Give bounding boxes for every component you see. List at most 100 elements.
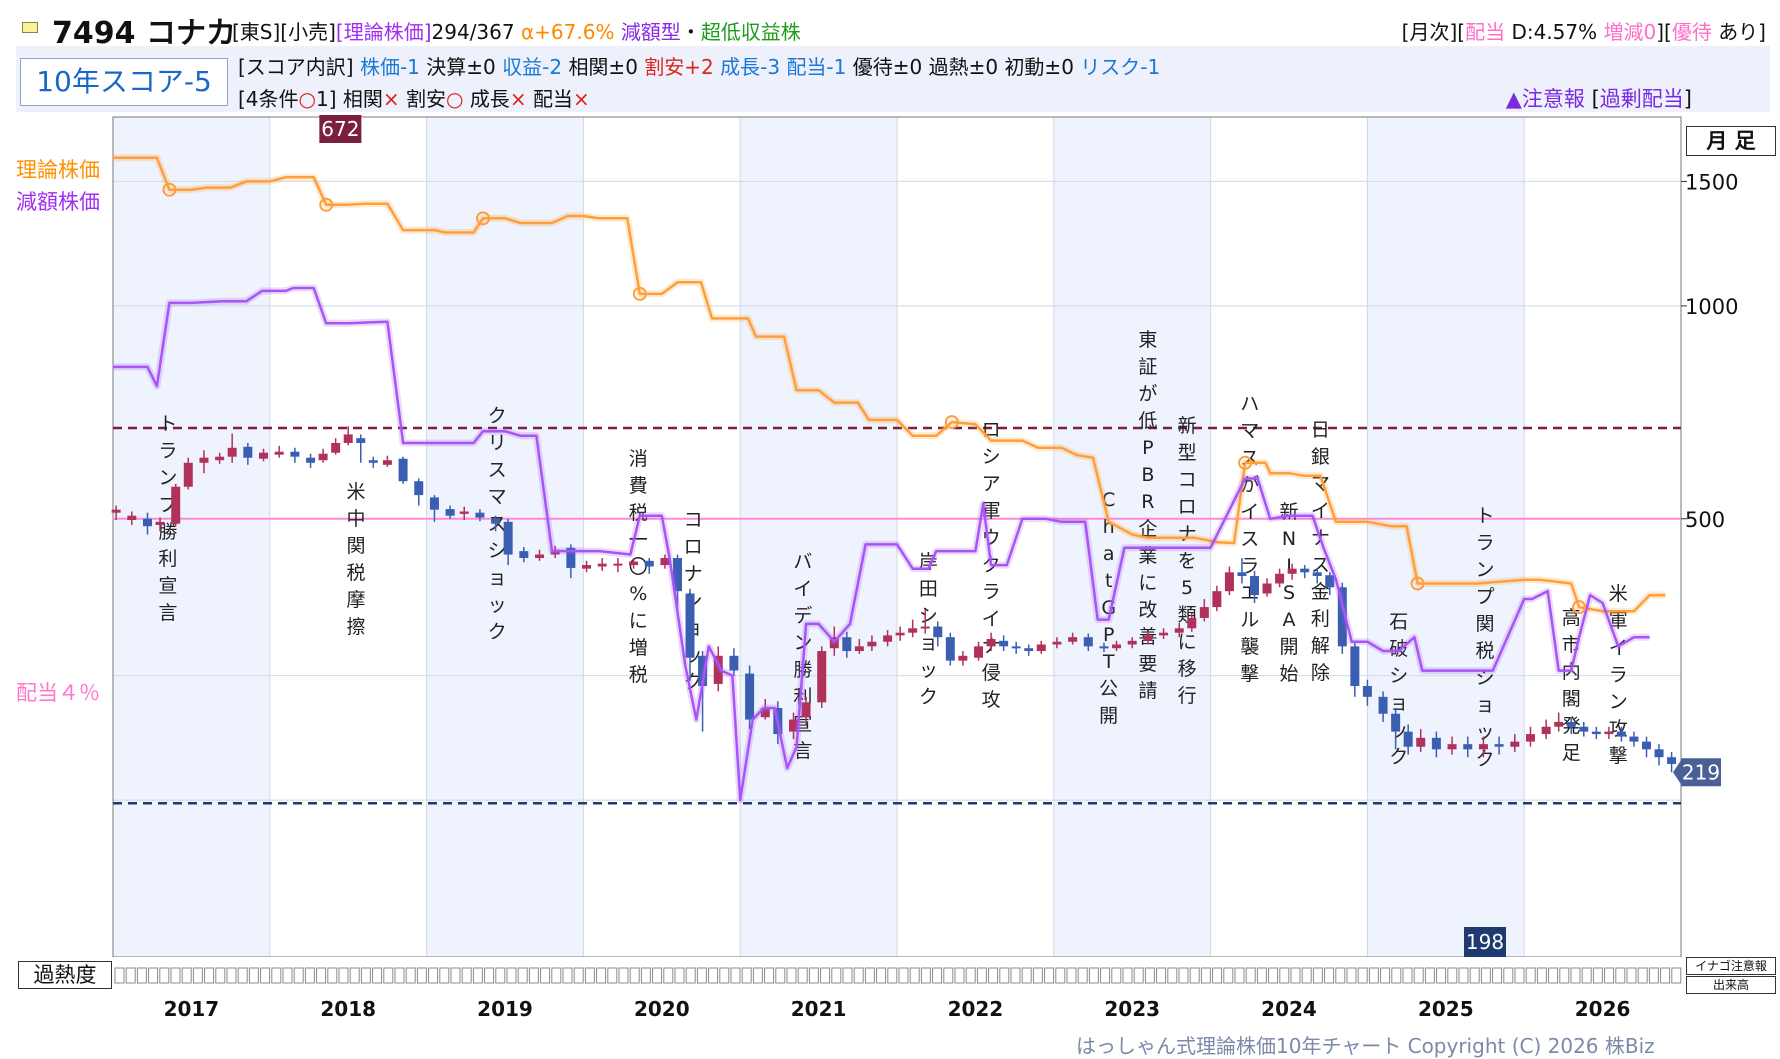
candle-up	[1416, 737, 1426, 747]
overheat-cell	[831, 967, 842, 984]
overheat-cell	[1660, 967, 1671, 984]
overheat-cell	[1335, 967, 1346, 984]
candle-up	[1159, 632, 1169, 636]
overheat-cell	[1245, 967, 1256, 984]
candle-down	[1350, 646, 1360, 687]
reduced-legend: 減額株価	[16, 190, 100, 214]
overheat-cell	[976, 967, 987, 984]
inago-label[interactable]: イナゴ注意報	[1686, 957, 1776, 975]
overheat-cell	[999, 967, 1010, 984]
overheat-cell	[1156, 967, 1167, 984]
overheat-cell	[797, 967, 808, 984]
year-bands	[113, 117, 1525, 957]
dividend-label[interactable]: 配当	[1465, 20, 1506, 44]
event-label: 消費税一〇%に増税	[629, 448, 648, 686]
cond-item-label: 配当	[532, 87, 573, 111]
overheat-cell	[1178, 967, 1189, 984]
theory-revision-marker	[476, 211, 491, 226]
candle-up	[883, 635, 893, 642]
overheat-cell	[730, 967, 741, 984]
overheat-cell	[170, 967, 181, 984]
theory-revision-marker	[1238, 455, 1253, 470]
market-tags: [東S][小売]	[232, 20, 336, 44]
score-items: 株価-1 決算±0 収益-2 相関±0 割安+2 成長-3 配当-1 優待±0 …	[360, 55, 1160, 79]
monthly-button[interactable]: 月 足	[1686, 126, 1776, 156]
candle-down	[243, 446, 253, 458]
overheat-cell	[316, 967, 327, 984]
x-year-label: 2017	[164, 997, 220, 1021]
score-badge[interactable]: 10年スコア-5	[20, 58, 228, 106]
dividend-line-label: 配当４％	[16, 681, 100, 705]
candle-down	[1378, 696, 1388, 714]
overheat-cell	[909, 967, 920, 984]
overheat-cell	[1492, 967, 1503, 984]
alpha-value: α+67.6%	[520, 20, 615, 44]
event-label: トランプ関税ショック	[1475, 505, 1494, 770]
candle-down	[933, 626, 943, 638]
x-year-label: 2022	[948, 997, 1004, 1021]
overheat-cell	[450, 967, 461, 984]
x-year-labels: 2017 2018 2019 2020 2021 2022 2023 2024 2025 2026	[164, 997, 1631, 1021]
candle-up	[1510, 741, 1520, 747]
overheat-cell	[1648, 967, 1659, 984]
overheat-cell	[1458, 967, 1469, 984]
overheat-cell	[1469, 967, 1480, 984]
candle-up	[215, 456, 225, 461]
cond-item-label: 割安	[406, 87, 446, 111]
candle-up	[629, 561, 639, 566]
overheat-cell	[204, 967, 215, 984]
candle-up	[958, 655, 968, 661]
candle-up	[111, 509, 121, 513]
overheat-cell	[1122, 967, 1133, 984]
yutai-label[interactable]: 優待	[1671, 20, 1712, 44]
overheat-cell	[1066, 967, 1077, 984]
x-year-label: 2023	[1104, 997, 1160, 1021]
score-item: 相関±0	[568, 55, 645, 79]
overheat-cell	[1290, 967, 1301, 984]
event-label: 岸田ショック	[919, 551, 938, 708]
overheat-cell	[752, 967, 763, 984]
cond-prefix: [4条件	[238, 87, 299, 111]
overheat-cell	[136, 967, 147, 984]
overheat-cell	[764, 967, 775, 984]
type-label: 減額型	[620, 20, 681, 44]
overheat-cell	[349, 967, 360, 984]
score-item: 過熱±0	[928, 55, 1005, 79]
overheat-cell	[1391, 967, 1402, 984]
candle-up	[259, 452, 269, 459]
overheat-cell	[1581, 967, 1592, 984]
volume-label[interactable]: 出来高	[1686, 976, 1776, 994]
candle-down	[1300, 568, 1310, 573]
overheat-cell	[517, 967, 528, 984]
legend-swatch-icon	[22, 22, 38, 33]
candle-up	[1143, 635, 1153, 641]
conditions-row: [4条件○1] 相関× 割安○ 成長× 配当×	[238, 83, 590, 112]
candle-up	[534, 554, 544, 559]
candle-up	[155, 521, 165, 525]
overheat-cell	[1380, 967, 1391, 984]
overheat-cell	[1357, 967, 1368, 984]
zougen-label: 増減0	[1603, 20, 1657, 44]
theory-revision-marker	[1410, 576, 1425, 591]
candle-up	[986, 639, 996, 647]
warning-open: [	[1591, 87, 1600, 111]
candle-up	[1224, 572, 1234, 592]
event-label: 新 N I S A 開始	[1279, 501, 1298, 685]
overheat-cell	[248, 967, 259, 984]
score-breakdown: [スコア内訳] 株価-1 決算±0 収益-2 相関±0 割安+2 成長-3 配当…	[238, 51, 1160, 80]
candle-down	[1642, 741, 1652, 750]
overheat-cell	[327, 967, 338, 984]
warning-label[interactable]: ▲注意報	[1505, 87, 1585, 111]
theory-tag[interactable]: [理論株価]	[335, 20, 432, 44]
overheat-cell	[1514, 967, 1525, 984]
candle-down	[503, 521, 513, 555]
candle-down	[1629, 736, 1639, 742]
overheat-cell	[954, 967, 965, 984]
candle-up	[582, 565, 592, 569]
overheat-cell	[932, 967, 943, 984]
overheat-cell	[864, 967, 875, 984]
bottom-strip	[113, 957, 1682, 993]
candle-up	[760, 707, 770, 718]
candle-up	[1541, 726, 1551, 735]
